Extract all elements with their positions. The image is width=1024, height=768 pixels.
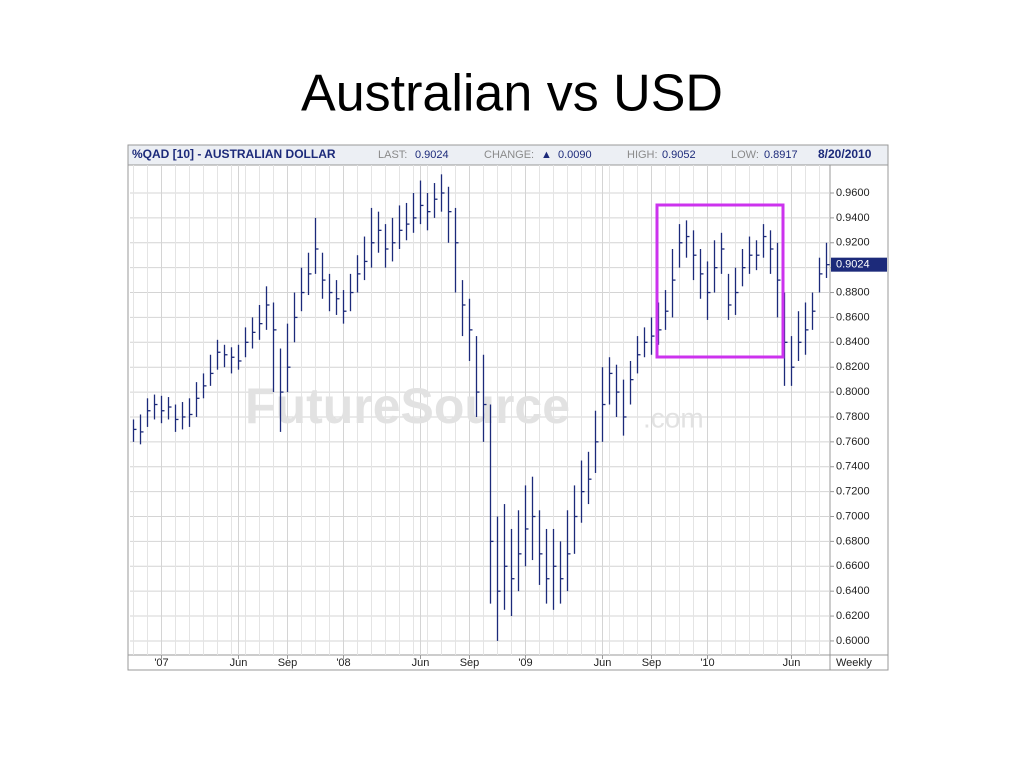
y-tick-label: 0.7800 bbox=[836, 411, 870, 423]
last-value: 0.9024 bbox=[415, 149, 449, 161]
last-price-label: 0.9024 bbox=[836, 259, 870, 271]
y-tick-label: 0.8200 bbox=[836, 361, 870, 373]
low-label: LOW: bbox=[731, 149, 759, 161]
header-strip bbox=[127, 144, 889, 166]
y-tick-label: 0.6800 bbox=[836, 535, 870, 547]
last-label: LAST: bbox=[378, 149, 407, 161]
y-tick-label: 0.7200 bbox=[836, 486, 870, 498]
change-arrow: ▲ bbox=[541, 149, 552, 161]
y-tick-label: 0.8800 bbox=[836, 286, 870, 298]
watermark-suffix: .com bbox=[643, 402, 704, 433]
high-label: HIGH: bbox=[627, 149, 658, 161]
watermark: FutureSource bbox=[245, 378, 570, 434]
date: 8/20/2010 bbox=[818, 147, 872, 161]
x-tick-label: '10 bbox=[700, 657, 714, 669]
x-tick-label: Sep bbox=[460, 657, 480, 669]
y-tick-label: 0.8000 bbox=[836, 386, 870, 398]
slide-title: Australian vs USD bbox=[301, 65, 723, 123]
x-tick-label: '09 bbox=[518, 657, 532, 669]
y-tick-label: 0.8600 bbox=[836, 311, 870, 323]
change-label: CHANGE: bbox=[484, 149, 534, 161]
low-value: 0.8917 bbox=[764, 149, 798, 161]
high-value: 0.9052 bbox=[662, 149, 696, 161]
x-tick-label: Jun bbox=[412, 657, 430, 669]
y-tick-label: 0.8400 bbox=[836, 336, 870, 348]
y-tick-label: 0.6200 bbox=[836, 610, 870, 622]
chart-frame bbox=[127, 144, 889, 671]
x-tick-label: Jun bbox=[783, 657, 801, 669]
y-tick-label: 0.6400 bbox=[836, 585, 870, 597]
y-tick-label: 0.7600 bbox=[836, 436, 870, 448]
x-tick-label: Sep bbox=[278, 657, 298, 669]
y-tick-label: 0.9600 bbox=[836, 187, 870, 199]
x-tick-label: '07 bbox=[154, 657, 168, 669]
last-price-box bbox=[831, 257, 887, 272]
x-tick-label: Sep bbox=[642, 657, 662, 669]
x-tick-label: '08 bbox=[336, 657, 350, 669]
y-tick-label: 0.9400 bbox=[836, 212, 870, 224]
bars bbox=[132, 174, 830, 641]
x-axis-label: Weekly bbox=[836, 657, 872, 669]
highlight-box bbox=[655, 203, 785, 359]
x-tick-label: Jun bbox=[230, 657, 248, 669]
y-tick-label: 0.7400 bbox=[836, 461, 870, 473]
symbol: %QAD [10] - AUSTRALIAN DOLLAR bbox=[132, 147, 336, 161]
change-value: 0.0090 bbox=[558, 149, 592, 161]
y-tick-label: 0.9200 bbox=[836, 237, 870, 249]
x-tick-label: Jun bbox=[594, 657, 612, 669]
y-tick-label: 0.6000 bbox=[836, 635, 870, 647]
y-tick-label: 0.7000 bbox=[836, 510, 870, 522]
y-tick-label: 0.6600 bbox=[836, 560, 870, 572]
